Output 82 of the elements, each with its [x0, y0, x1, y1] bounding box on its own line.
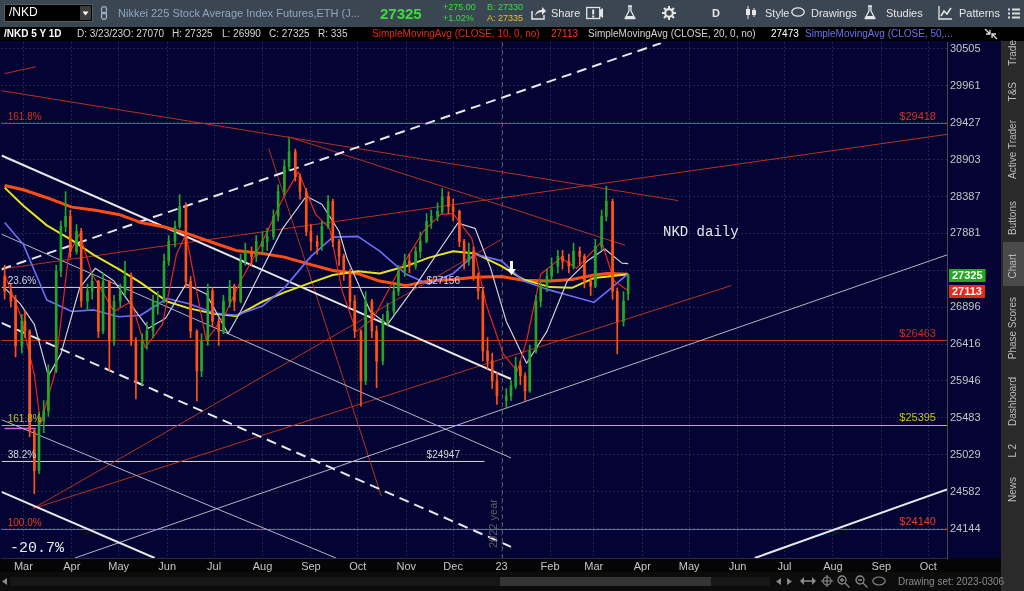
- x-tick-label: Mar: [13, 559, 34, 572]
- x-tick-label: Nov: [396, 559, 417, 572]
- annotation: 27113: [952, 284, 982, 297]
- x-tick-label: Apr: [633, 559, 652, 572]
- y-tick-label: 25029: [950, 447, 981, 460]
- text: SimpleMovingAvg (CLOSE, 50,...: [805, 28, 953, 40]
- annotation: 27325: [952, 268, 983, 281]
- chart-title: Nikkei 225 Stock Average Index Futures,ETH (J...: [118, 7, 360, 20]
- x-tick-label: Sep: [301, 559, 321, 572]
- text: B: 27330: [487, 2, 524, 13]
- x-tick-label: Jul: [207, 559, 222, 572]
- text: 27473: [771, 28, 799, 40]
- text: Active Trader: [1007, 119, 1019, 179]
- annotation: 161.8%: [7, 111, 42, 123]
- text: Chart: [1007, 254, 1019, 279]
- x-tick-label: Sep: [871, 559, 892, 572]
- y-tick-label: 28903: [950, 152, 981, 165]
- text: H: 27325: [172, 28, 213, 40]
- ref-line-label: 2022 year: [487, 498, 500, 548]
- text: T&S: [1007, 81, 1019, 101]
- annotation: 100.0%: [7, 516, 42, 528]
- y-tick-label: 26416: [950, 337, 981, 350]
- annotation: 23.6%: [7, 275, 37, 287]
- y-tick-label: 30505: [950, 41, 981, 54]
- x-tick-label: Jun: [158, 559, 177, 572]
- y-tick-label: 29427: [950, 115, 981, 128]
- text: +1.02%: [443, 13, 474, 24]
- annotation: $27156: [426, 275, 461, 287]
- y-tick-label: 26896: [950, 300, 981, 313]
- ref-line-label: $26463: [899, 326, 936, 339]
- text: +275.00: [443, 2, 476, 13]
- y-tick-label: 24582: [950, 484, 981, 497]
- text: Trade: [1007, 40, 1019, 66]
- text: Buttons: [1007, 201, 1019, 235]
- x-tick-label: 23: [495, 559, 508, 572]
- text: D: [712, 7, 720, 20]
- x-tick-label: Mar: [584, 559, 604, 572]
- text: /NKD: [9, 5, 38, 20]
- text: Share: [551, 7, 581, 20]
- text: Style: [765, 7, 790, 20]
- x-tick-label: Jul: [777, 559, 792, 572]
- text: R: 335: [318, 28, 348, 40]
- text: SimpleMovingAvg (CLOSE, 20, 0, no): [588, 28, 756, 40]
- x-tick-label: May: [108, 559, 130, 572]
- x-tick-label: Oct: [919, 559, 937, 572]
- text: 27325: [380, 5, 422, 23]
- x-tick-label: Oct: [349, 559, 367, 572]
- text: D: 3/23/23: [77, 28, 124, 40]
- text: O: 27070: [123, 28, 165, 40]
- x-tick-label: Aug: [252, 559, 273, 572]
- annotation: -20.7%: [10, 540, 65, 558]
- text: Phase Scores: [1007, 297, 1019, 360]
- ref-line-label: $24140: [899, 515, 936, 528]
- x-tick-label: Aug: [823, 559, 843, 572]
- y-tick-label: 25483: [950, 410, 981, 423]
- text: L: 26990: [222, 28, 261, 40]
- x-tick-label: Feb: [540, 559, 560, 572]
- text: SimpleMovingAvg (CLOSE, 10, 0, no): [372, 28, 540, 40]
- text: Drawing set: 2023-0306: [898, 576, 1005, 588]
- text: News: [1007, 476, 1019, 502]
- ref-line-label: $25395: [899, 411, 936, 424]
- text: 27113: [551, 28, 579, 40]
- x-tick-label: Apr: [63, 559, 81, 572]
- text: C: 27325: [269, 28, 310, 40]
- annotation: $24947: [426, 449, 461, 461]
- text: L 2: [1007, 444, 1019, 458]
- x-tick-label: May: [678, 559, 701, 572]
- ref-line-label: $29418: [899, 109, 936, 122]
- y-tick-label: 29961: [950, 78, 981, 91]
- x-tick-label: Jun: [728, 559, 747, 572]
- chart-subtitle: /NKD 5 Y 1D: [4, 28, 62, 40]
- x-tick-label: Dec: [443, 559, 464, 572]
- y-tick-label: 28387: [950, 189, 981, 202]
- text: Dashboard: [1007, 376, 1019, 426]
- y-tick-label: 24144: [950, 521, 981, 534]
- text: Drawings: [811, 7, 857, 20]
- text: Patterns: [959, 7, 1000, 20]
- y-tick-label: 25946: [950, 373, 981, 386]
- y-tick-label: 27881: [950, 226, 981, 239]
- text: Studies: [886, 7, 923, 20]
- annotation: NKD daily: [663, 224, 739, 241]
- text: A: 27335: [487, 13, 524, 24]
